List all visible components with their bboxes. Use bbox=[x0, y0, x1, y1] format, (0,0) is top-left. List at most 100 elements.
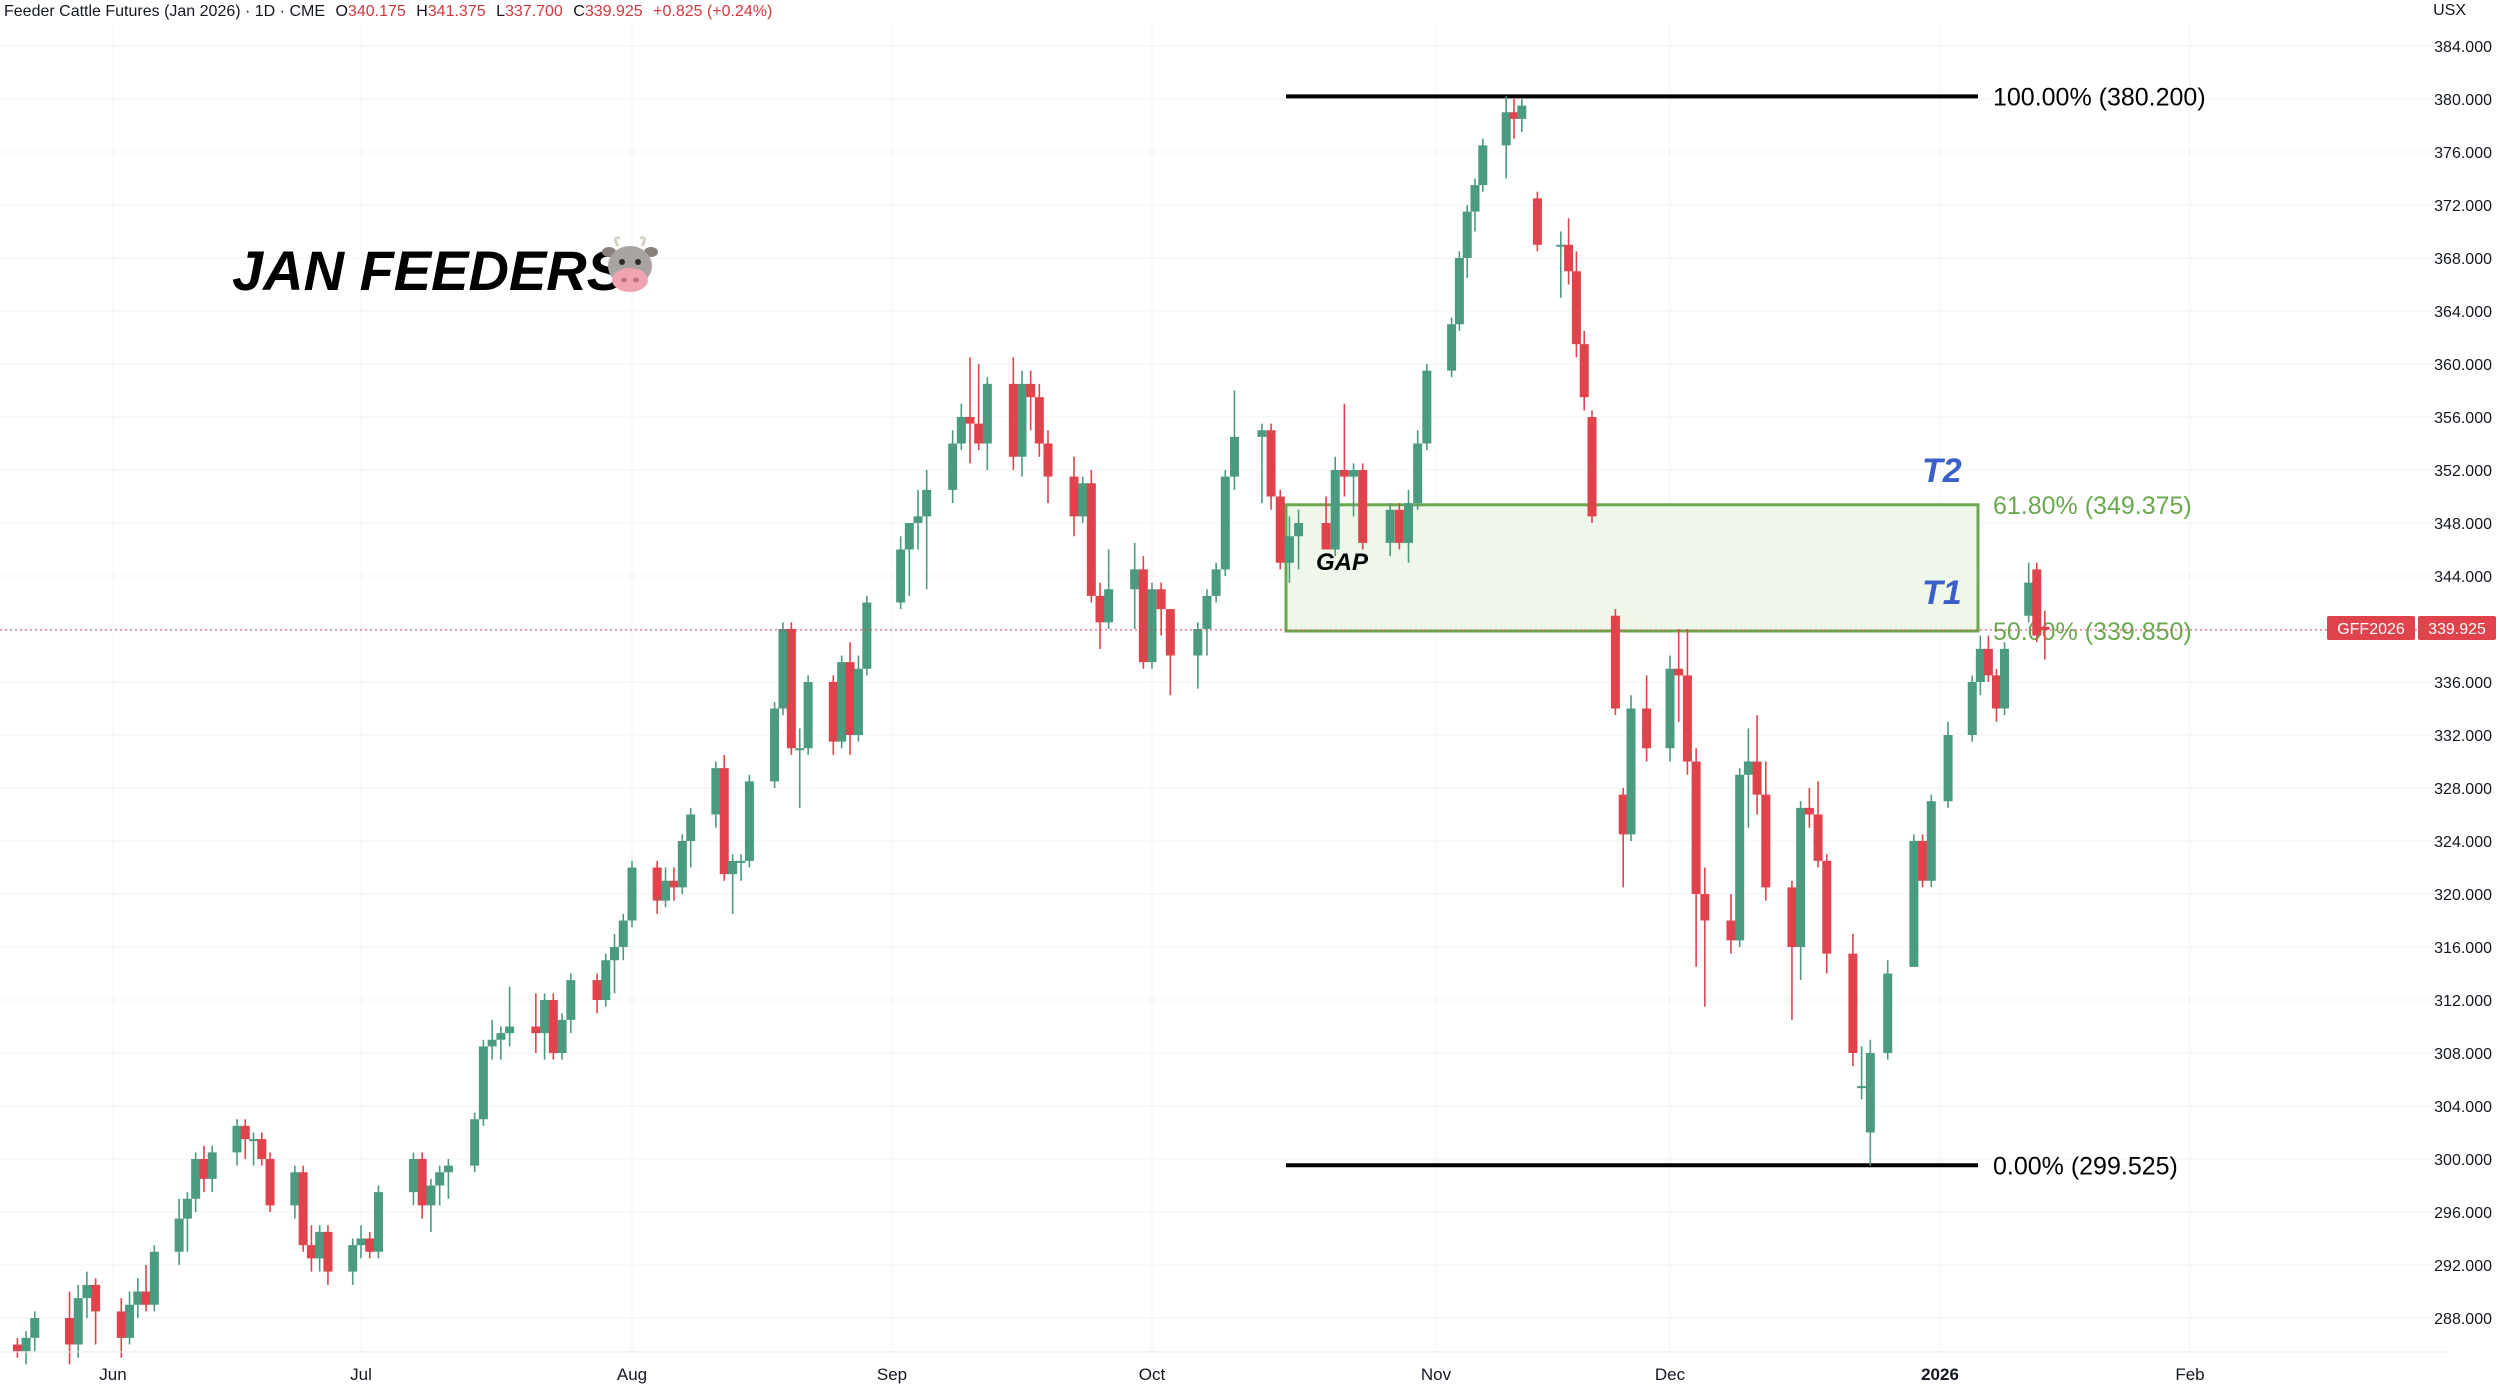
x-axis[interactable]: Jun Jul Aug Sep Oct Nov Dec 2026 Feb bbox=[0, 1351, 2448, 1384]
grid-lines bbox=[0, 24, 2448, 1352]
y-tick-label: 292.000 bbox=[2434, 1258, 2492, 1275]
candle-body bbox=[669, 880, 679, 888]
candle-body bbox=[149, 1251, 159, 1305]
candle-body bbox=[531, 1026, 541, 1034]
candle-body bbox=[1257, 430, 1267, 437]
y-tick-label: 348.000 bbox=[2434, 516, 2492, 533]
candle-body bbox=[1422, 370, 1432, 444]
candle-body bbox=[1926, 801, 1936, 881]
y-tick-label: 364.000 bbox=[2434, 304, 2492, 321]
candle-body bbox=[1822, 860, 1832, 954]
candle-body bbox=[719, 768, 729, 875]
x-tick-label: Feb bbox=[2175, 1365, 2204, 1384]
candle-body bbox=[1385, 509, 1395, 543]
candle-body bbox=[174, 1218, 184, 1252]
candle-body bbox=[443, 1165, 453, 1173]
y-tick-label: 336.000 bbox=[2434, 675, 2492, 692]
candle-body bbox=[12, 1344, 22, 1352]
candle-body bbox=[1610, 615, 1620, 709]
candle-body bbox=[686, 814, 696, 841]
candle-body bbox=[240, 1125, 250, 1140]
x-tick-label: Dec bbox=[1655, 1365, 1686, 1384]
candle-body bbox=[1202, 595, 1212, 629]
candle-body bbox=[232, 1125, 242, 1153]
candle-body bbox=[1284, 536, 1294, 563]
candle-body bbox=[2000, 648, 2010, 709]
candle-body bbox=[417, 1159, 427, 1206]
y-tick-label: 288.000 bbox=[2434, 1311, 2492, 1328]
candle-body bbox=[956, 417, 966, 444]
fib-level-label: 0.00% (299.525) bbox=[1993, 1152, 2178, 1180]
candle-body bbox=[1796, 807, 1806, 947]
candle-body bbox=[1462, 211, 1472, 258]
candle-body bbox=[1104, 589, 1114, 623]
candle-body bbox=[1165, 609, 1175, 656]
candle-body bbox=[1909, 841, 1919, 967]
candle-body bbox=[1761, 794, 1771, 888]
candle-body bbox=[487, 1039, 497, 1047]
price-badge: GFF2026 339.925 bbox=[2327, 616, 2496, 640]
candle-body bbox=[207, 1152, 217, 1179]
candle-body bbox=[1266, 430, 1276, 497]
candle-body bbox=[1967, 682, 1977, 735]
candle-body bbox=[677, 841, 687, 888]
candle-body bbox=[1983, 648, 1993, 676]
fib-level-label: 50.00% (339.850) bbox=[1993, 618, 2192, 646]
candle-body bbox=[948, 443, 958, 490]
close-value: 339.925 bbox=[584, 3, 643, 20]
candle-body bbox=[548, 1000, 558, 1053]
candle-body bbox=[1339, 470, 1349, 477]
candle-body bbox=[1478, 145, 1488, 186]
candle-body bbox=[913, 516, 923, 523]
candle-body bbox=[290, 1172, 300, 1206]
x-tick-label: Oct bbox=[1139, 1365, 1166, 1384]
candle-body bbox=[862, 602, 872, 669]
candle-body bbox=[365, 1238, 375, 1252]
candle-body bbox=[1394, 509, 1404, 543]
candle-body bbox=[661, 880, 671, 901]
candle-body bbox=[1147, 589, 1157, 663]
x-tick-label: Sep bbox=[877, 1365, 907, 1384]
change-value: +0.825 (+0.24%) bbox=[653, 3, 773, 20]
high-value: 341.375 bbox=[427, 3, 486, 20]
candle-body bbox=[1975, 648, 1985, 682]
candle-body bbox=[1349, 470, 1359, 477]
candle-body bbox=[828, 682, 838, 742]
candle-body bbox=[1943, 735, 1953, 802]
candle-body bbox=[627, 867, 637, 921]
candle-body bbox=[965, 417, 975, 424]
candle-body bbox=[1156, 589, 1166, 610]
y-tick-label: 380.000 bbox=[2434, 92, 2492, 109]
candle-body bbox=[652, 867, 662, 901]
candle-body bbox=[1095, 595, 1105, 623]
candle-body bbox=[1509, 112, 1519, 119]
candle-body bbox=[1556, 244, 1566, 247]
candle-body bbox=[1501, 112, 1511, 146]
candle-body bbox=[904, 523, 914, 550]
candle-body bbox=[478, 1046, 488, 1120]
candle-body bbox=[249, 1139, 259, 1142]
candle-body bbox=[1883, 973, 1893, 1053]
fib-levels: 100.00% (380.200) 61.80% (349.375) 50.00% … bbox=[1286, 83, 2206, 1180]
candle-body bbox=[199, 1159, 209, 1179]
badge-symbol: GFF2026 bbox=[2337, 621, 2405, 638]
x-tick-label: Jun bbox=[99, 1365, 126, 1384]
candle-body bbox=[744, 781, 754, 861]
candle-body bbox=[566, 980, 576, 1020]
candle-body bbox=[1848, 953, 1858, 1053]
y-axis[interactable]: 384.000 380.000 376.000 372.000 368.000 364.0… bbox=[2434, 39, 2492, 1328]
candle-body bbox=[1275, 496, 1285, 563]
candle-body bbox=[592, 980, 602, 1000]
candle-body bbox=[557, 1019, 567, 1053]
x-tick-label: Jul bbox=[350, 1365, 372, 1384]
fib-level-label: 61.80% (349.375) bbox=[1993, 492, 2192, 520]
candle-body bbox=[306, 1245, 316, 1259]
close-label: C bbox=[573, 3, 585, 20]
candle-body bbox=[1294, 523, 1304, 537]
candle-body bbox=[141, 1291, 151, 1305]
candle-body bbox=[1358, 470, 1368, 543]
candle-body bbox=[116, 1311, 126, 1338]
low-label: L bbox=[496, 3, 505, 20]
badge-price: 339.925 bbox=[2428, 621, 2486, 638]
